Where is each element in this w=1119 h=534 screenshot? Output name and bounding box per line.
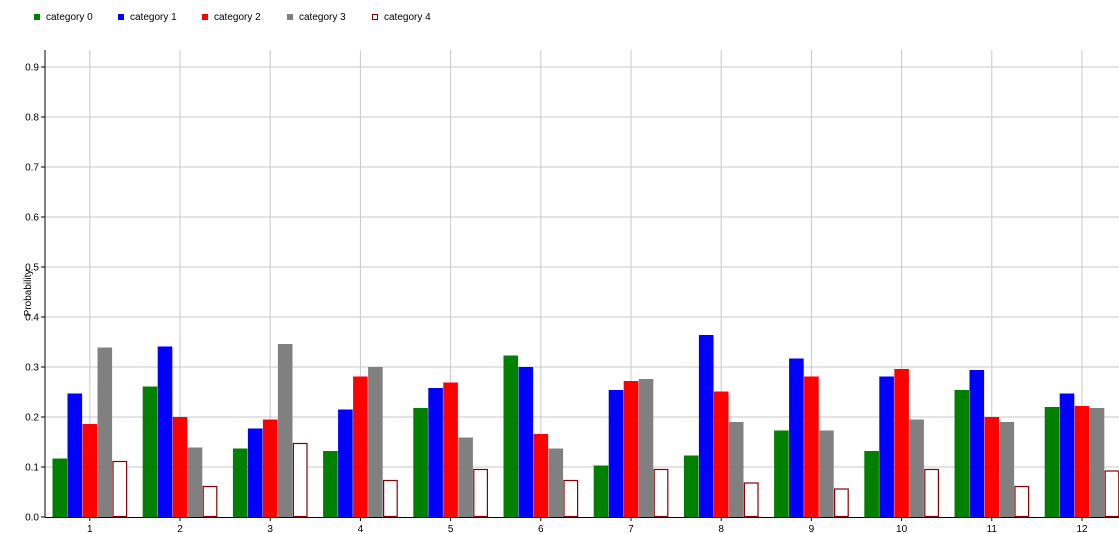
bar (713, 391, 729, 517)
bar (67, 393, 83, 517)
bar (728, 422, 744, 517)
bar (698, 335, 714, 517)
bar (894, 369, 909, 517)
bar (743, 482, 759, 518)
bar (833, 488, 849, 518)
bar (172, 417, 188, 517)
x-tick-label: 7 (628, 524, 634, 534)
legend: category 0 category 1 category 2 category 3… (34, 12, 431, 23)
bar (1059, 393, 1075, 517)
bar (142, 386, 158, 517)
bar (383, 479, 398, 518)
bar (428, 388, 443, 517)
bar (503, 355, 519, 517)
bars (52, 335, 1119, 518)
y-tick-label: 0.0 (25, 513, 39, 524)
bar (819, 430, 834, 517)
x-tick-label: 12 (1076, 524, 1088, 534)
y-tick-label: 0.5 (25, 263, 39, 274)
x-tick-label: 5 (448, 524, 454, 534)
y-tick-label: 0.1 (25, 463, 39, 474)
bar (804, 376, 819, 517)
bar (368, 367, 383, 517)
x-tick-label: 4 (358, 524, 364, 534)
bar (1014, 485, 1030, 518)
bar (518, 367, 534, 517)
bar (548, 448, 564, 517)
bar (338, 409, 353, 517)
bar (593, 465, 609, 517)
bar (879, 376, 894, 517)
bar (323, 451, 338, 517)
legend-swatch (202, 14, 208, 20)
bar (1074, 406, 1090, 517)
bar (638, 379, 654, 517)
bar (984, 417, 1000, 517)
bar (277, 344, 293, 517)
bar (683, 455, 699, 517)
bar (533, 434, 549, 517)
bar (563, 479, 579, 518)
bar (653, 468, 669, 518)
bar (413, 408, 428, 517)
legend-label: category 3 (299, 12, 346, 23)
bar (247, 428, 263, 517)
bar (157, 346, 173, 517)
y-axis-label: Probability (23, 270, 34, 317)
legend-swatch (372, 14, 378, 20)
bar (864, 451, 879, 517)
bar (1044, 407, 1060, 517)
bar (187, 447, 203, 517)
bar (924, 468, 939, 518)
bar (1089, 408, 1105, 517)
x-tick-label: 9 (809, 524, 815, 534)
bar (353, 376, 368, 517)
y-tick-label: 0.6 (25, 213, 39, 224)
bar (999, 422, 1015, 517)
y-tick-label: 0.7 (25, 163, 39, 174)
x-tick-label: 10 (896, 524, 908, 534)
x-tick-label: 2 (177, 524, 183, 534)
bar (789, 358, 804, 517)
bar (112, 460, 128, 518)
bar (443, 382, 458, 517)
bar (1104, 470, 1119, 518)
bar (232, 448, 248, 517)
bar (82, 424, 98, 517)
bar (608, 390, 624, 517)
x-tick-label: 1 (87, 524, 93, 534)
bar (909, 419, 924, 517)
y-tick-label: 0.4 (25, 313, 39, 324)
bar (202, 485, 218, 518)
y-tick-label: 0.3 (25, 363, 39, 374)
x-tick-label: 6 (538, 524, 544, 534)
y-tick-label: 0.2 (25, 413, 39, 424)
bar (954, 390, 970, 517)
bar (458, 437, 473, 517)
bar (774, 430, 789, 517)
bar (473, 468, 488, 518)
x-tick-label: 3 (267, 524, 273, 534)
y-tick-label: 0.8 (25, 113, 39, 124)
bar (623, 381, 639, 517)
legend-swatch (118, 14, 124, 20)
y-tick-label: 0.9 (25, 63, 39, 74)
legend-swatch (287, 14, 293, 20)
legend-swatch (34, 14, 40, 20)
legend-label: category 1 (130, 12, 177, 23)
x-tick-label: 11 (987, 524, 998, 534)
legend-label: category 0 (46, 12, 93, 23)
x-tick-label: 8 (718, 524, 724, 534)
bar (969, 370, 985, 517)
bar (262, 419, 278, 517)
axes: 0.00.10.20.30.40.50.60.70.80.91 2 3 4 5 6 7 8 9 1… (25, 50, 1119, 534)
legend-label: category 2 (214, 12, 261, 23)
bar (97, 347, 113, 517)
bar (52, 458, 68, 517)
legend-label: category 4 (384, 12, 431, 23)
bar (292, 442, 308, 518)
